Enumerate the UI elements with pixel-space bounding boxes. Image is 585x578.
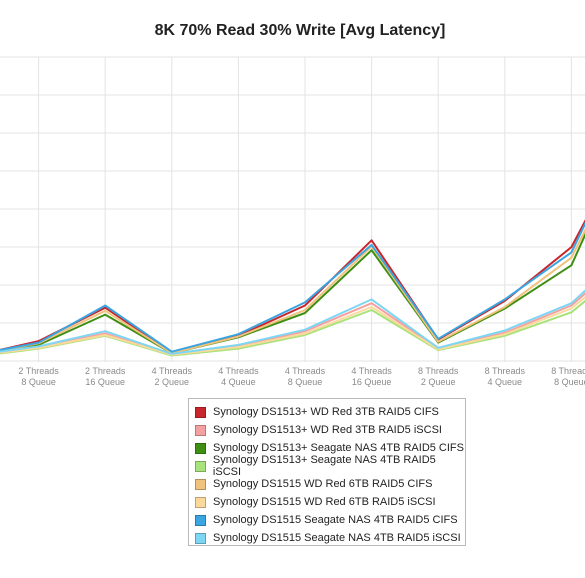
legend-item[interactable]: Synology DS1515 WD Red 6TB RAID5 CIFS [189,475,465,493]
x-tick-label: 4 Threads 8 Queue [285,366,326,387]
legend-item[interactable]: Synology DS1515 WD Red 6TB RAID5 iSCSI [189,493,465,511]
legend-label: Synology DS1515 Seagate NAS 4TB RAID5 CI… [213,514,458,526]
legend-swatch [195,514,206,526]
x-tick-label: 2 Threads 16 Queue [85,366,126,387]
legend-label: Synology DS1515 Seagate NAS 4TB RAID5 iS… [213,532,461,544]
legend-swatch [195,496,206,508]
series-lines [0,219,585,357]
grid [0,56,585,362]
legend: Synology DS1513+ WD Red 3TB RAID5 CIFS Sy… [188,398,466,546]
x-tick-label: 2 Threads 8 Queue [18,366,59,387]
legend-label: Synology DS1515 WD Red 6TB RAID5 CIFS [213,478,433,490]
legend-label: Synology DS1513+ Seagate NAS 4TB RAID5 i… [212,454,436,478]
legend-item[interactable]: Synology DS1515 Seagate NAS 4TB RAID5 iS… [189,529,465,547]
series-line-2 [0,292,585,356]
chart: 8K 70% Read 30% Write [Avg Latency] 1 Th… [0,22,585,387]
legend-item[interactable]: Synology DS1513+ WD Red 3TB RAID5 CIFS [189,403,465,421]
legend-label: Synology DS1513+ Seagate NAS 4TB RAID5 C… [213,442,464,454]
legend-swatch [195,478,206,490]
x-tick-label: 8 Threads 2 Queue [418,366,459,387]
legend-item[interactable]: Synology DS1513+ WD Red 3TB RAID5 iSCSI [189,421,465,439]
legend-swatch [195,442,206,454]
legend-swatch [195,424,206,436]
chart-title: 8K 70% Read 30% Write [Avg Latency] [155,22,446,39]
series-line-3 [0,232,585,355]
series-line-7 [0,221,585,353]
series-line-8 [0,289,585,355]
legend-item[interactable]: Synology DS1513+ Seagate NAS 4TB RAID5 i… [189,454,465,478]
legend-label: Synology DS1515 WD Red 6TB RAID5 iSCSI [213,496,436,508]
legend-item[interactable]: Synology DS1515 Seagate NAS 4TB RAID5 CI… [189,511,465,529]
series-line-1 [0,219,585,354]
legend-swatch [195,532,206,544]
x-tick-label: 4 Threads 16 Queue [351,366,392,387]
legend-item[interactable]: Synology DS1513+ Seagate NAS 4TB RAID5 C… [189,439,465,457]
x-tick-label: 4 Threads 2 Queue [152,366,193,387]
x-tick-label: 4 Threads 4 Queue [218,366,259,387]
legend-swatch [195,460,206,472]
series-line-6 [0,296,585,356]
legend-label: Synology DS1513+ WD Red 3TB RAID5 iSCSI [213,424,442,436]
x-tick-label: 8 Threads 4 Queue [485,366,526,387]
legend-swatch [195,406,206,418]
legend-label: Synology DS1513+ WD Red 3TB RAID5 CIFS [213,406,439,418]
